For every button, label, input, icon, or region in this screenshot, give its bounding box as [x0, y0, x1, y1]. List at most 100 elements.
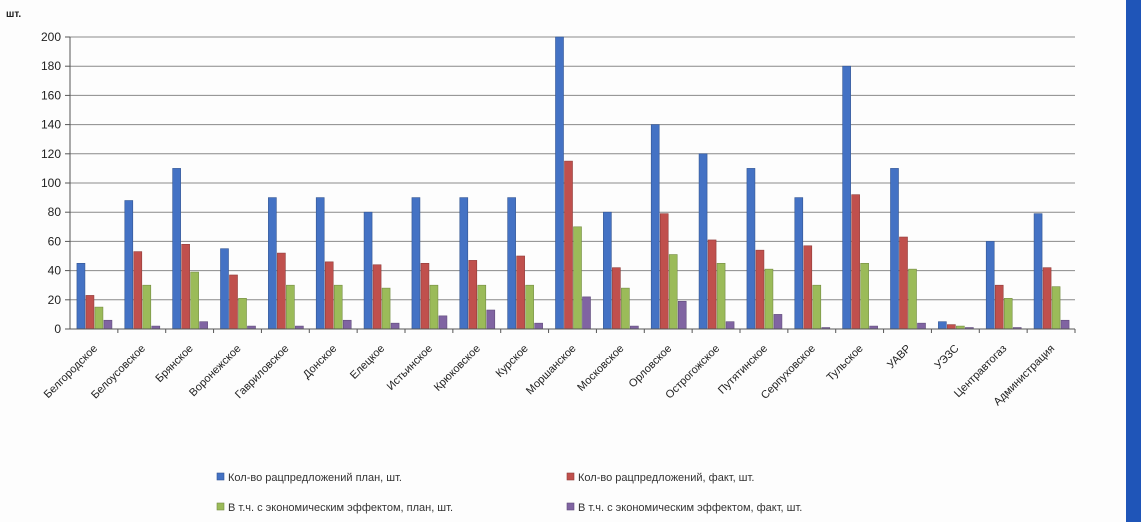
bar-series-3 — [429, 284, 439, 330]
legend-swatch — [216, 502, 225, 511]
bar-series-4 — [773, 314, 783, 330]
bar-series-1 — [603, 211, 612, 330]
y-tick-label: 140 — [41, 118, 61, 132]
bar-series-2 — [994, 284, 1004, 330]
bar-series-4 — [199, 321, 208, 330]
bar-series-2 — [181, 244, 190, 330]
bar-series-3 — [477, 284, 487, 330]
bar-series-1 — [315, 197, 325, 330]
bar-series-1 — [76, 262, 86, 330]
bar-series-2 — [277, 252, 286, 330]
bar-series-4 — [438, 315, 448, 330]
y-tick-label: 40 — [48, 264, 62, 278]
bar-series-2 — [420, 262, 430, 330]
x-category-label: Моршанское — [524, 343, 579, 398]
bar-series-2 — [468, 260, 478, 330]
x-category-label: Орловское — [627, 343, 675, 391]
bar-series-1 — [172, 168, 181, 330]
bar-series-1 — [842, 65, 851, 330]
bar-series-3 — [333, 284, 343, 330]
chart-frame: шт. 0 20 40 60 80 100 120 140 160 180 200 Белгород… — [6, 9, 1076, 514]
legend-swatch — [566, 472, 575, 481]
x-category-label: Крюковское — [432, 343, 483, 394]
bar-series-1 — [794, 197, 804, 330]
legend-label: Кол-во рацпредложений план, шт. — [228, 472, 402, 484]
x-category-label: Донское — [301, 343, 339, 381]
y-tick-label: 180 — [41, 59, 61, 73]
bar-series-3 — [812, 284, 822, 330]
bar-series-1 — [555, 36, 564, 330]
bar-series-1 — [746, 168, 756, 330]
bar-series-2 — [659, 213, 669, 330]
x-category-label: Путятинское — [716, 343, 770, 397]
bar-series-3 — [573, 226, 582, 330]
bar-series-1 — [459, 197, 469, 330]
bar-series-2 — [564, 160, 573, 330]
y-axis-ticks: 0 20 40 60 80 100 120 140 160 180 200 — [41, 30, 70, 336]
bar-series-3 — [716, 262, 726, 330]
bar-series-3 — [142, 284, 152, 330]
bar-series-2 — [899, 236, 908, 330]
bar-series-2 — [612, 267, 621, 330]
bar-series-1 — [411, 197, 421, 330]
bar-series-1 — [985, 241, 995, 330]
right-border-bar — [1126, 0, 1141, 522]
x-category-label: Брянское — [153, 343, 195, 385]
bar-series-1 — [220, 248, 229, 330]
bar-series-4 — [103, 319, 113, 330]
x-category-label: Тульское — [825, 343, 866, 384]
y-tick-label: 200 — [41, 30, 61, 44]
x-category-label: УАВР — [885, 343, 913, 371]
bar-series-4 — [582, 296, 591, 330]
y-tick-label: 80 — [48, 205, 62, 219]
y-tick-label: 100 — [41, 176, 61, 190]
bar-series-2 — [85, 295, 95, 330]
legend-label: В т.ч. с экономическим эффектом, план, ш… — [228, 502, 453, 514]
bar-series-4 — [486, 309, 496, 330]
bar-series-2 — [516, 255, 525, 330]
bar-series-2 — [324, 261, 334, 330]
bar-series-2 — [133, 251, 143, 330]
bar-series-3 — [1003, 298, 1013, 330]
y-tick-label: 0 — [54, 322, 61, 336]
bar-series-1 — [124, 200, 134, 330]
x-category-label: Елецкое — [348, 343, 387, 382]
bar-series-2 — [803, 245, 813, 330]
y-tick-label: 160 — [41, 88, 61, 102]
x-category-label: УЭЗС — [932, 343, 961, 372]
x-category-label: Истьинское — [385, 343, 435, 393]
bar-series-1 — [268, 197, 277, 330]
bar-series-3 — [668, 254, 678, 330]
bar-series-2 — [947, 324, 956, 330]
bar-series-1 — [890, 168, 899, 330]
y-axis-unit-label: шт. — [6, 9, 21, 20]
bar-series-2 — [229, 274, 238, 330]
bar-series-4 — [917, 322, 926, 330]
bar-series-4 — [725, 321, 735, 330]
bar-series-2 — [1042, 267, 1052, 330]
bar-series-3 — [1051, 286, 1061, 330]
bar-series-4 — [390, 322, 400, 330]
bar-series-3 — [190, 271, 199, 330]
bar-series-4 — [1060, 319, 1070, 330]
bar-series-3 — [381, 287, 391, 330]
legend-label: В т.ч. с экономическим эффектом, факт, ш… — [578, 502, 802, 514]
x-category-label: Курское — [494, 343, 531, 380]
bar-series-1 — [507, 197, 516, 330]
bar-series-3 — [860, 262, 869, 330]
legend-swatch — [566, 502, 575, 511]
bar-series-1 — [363, 211, 373, 330]
bar-series-1 — [938, 321, 947, 330]
bar-series-3 — [525, 284, 534, 330]
bar-series-2 — [851, 194, 860, 330]
bar-series-3 — [908, 268, 917, 330]
legend: Кол-во рацпредложений план, шт. Кол-во ра… — [216, 472, 802, 514]
bar-series-3 — [94, 306, 104, 330]
bar-series-4 — [534, 322, 543, 330]
y-tick-label: 120 — [41, 147, 61, 161]
legend-label: Кол-во рацпредложений, факт, шт. — [578, 472, 754, 484]
axes — [69, 37, 1075, 330]
bar-series-4 — [342, 319, 352, 330]
bar-series-3 — [238, 298, 247, 330]
